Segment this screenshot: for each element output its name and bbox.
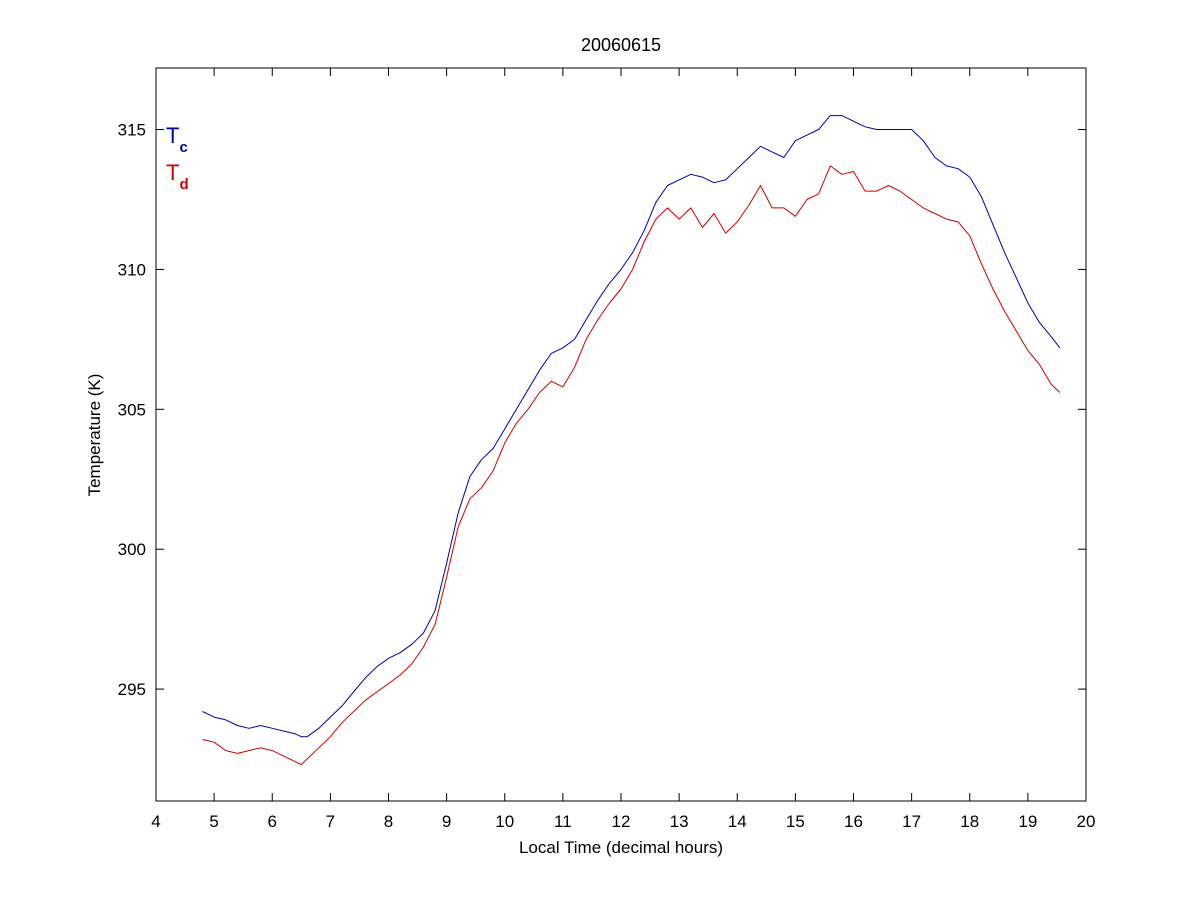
x-tick-label: 16 (844, 812, 863, 831)
legend-entry-tc-subscript: c (179, 139, 187, 156)
x-tick-label: 15 (786, 812, 805, 831)
x-tick-label: 14 (728, 812, 747, 831)
series-line-tc (202, 115, 1061, 738)
legend-entry-tc-main: T (166, 123, 179, 148)
x-tick-label: 7 (326, 812, 335, 831)
x-tick-label: 12 (612, 812, 631, 831)
series-line-td (202, 165, 1061, 766)
y-axis-label: Temperature (K) (85, 374, 104, 497)
x-tick-label: 6 (268, 812, 277, 831)
series-layer (202, 115, 1061, 766)
legend-entry-td-subscript: d (179, 176, 188, 193)
y-tick-label: 310 (118, 260, 146, 279)
x-tick-label: 11 (554, 812, 572, 831)
x-tick-label: 20 (1077, 812, 1096, 831)
tick-layer: 4 5 6 7 8 9 10 11 12 13 14 15 16 17 18 19 20 295 300 305 310… (118, 68, 1096, 831)
x-tick-label: 19 (1018, 812, 1037, 831)
legend-entry-tc: Tc (166, 123, 188, 156)
x-tick-label: 18 (960, 812, 979, 831)
x-tick-label: 8 (384, 812, 393, 831)
x-tick-label: 13 (670, 812, 689, 831)
x-tick-label: 17 (902, 812, 921, 831)
legend-entry-td: Td (166, 160, 189, 193)
y-tick-label: 315 (118, 121, 146, 140)
x-axis-label: Local Time (decimal hours) (519, 838, 723, 857)
y-tick-label: 305 (118, 400, 146, 419)
x-tick-label: 4 (151, 812, 160, 831)
x-tick-label: 9 (442, 812, 451, 831)
plot-area-frame (155, 67, 1087, 802)
x-tick-label: 5 (209, 812, 218, 831)
legend: Tc Td (166, 123, 189, 193)
chart-title: 20060615 (581, 35, 661, 55)
legend-entry-td-main: T (166, 160, 179, 185)
x-tick-label: 10 (495, 812, 514, 831)
y-tick-label: 300 (118, 540, 146, 559)
y-tick-label: 295 (118, 680, 146, 699)
